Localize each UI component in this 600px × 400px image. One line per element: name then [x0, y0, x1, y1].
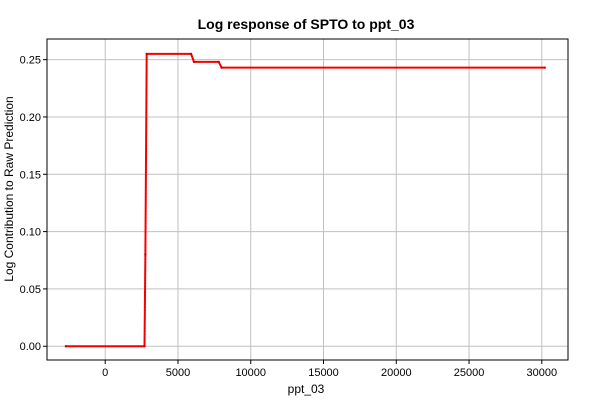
x-tick-label: 25000 — [454, 367, 485, 379]
y-tick-label: 0.10 — [20, 227, 41, 239]
series-layer — [64, 52, 546, 348]
data-point — [217, 60, 220, 64]
y-tick-label: 0.05 — [20, 284, 41, 296]
y-axis-title: Log Contribution to Raw Prediction — [2, 96, 16, 281]
tick-layer: 0 5000 10000 15000 20000 25000 30000 0.00 0.05 0.… — [20, 55, 558, 379]
x-tick-label: 0 — [102, 367, 108, 379]
x-tick-label: 5000 — [166, 367, 190, 379]
data-point — [144, 253, 147, 256]
x-tick-label: 30000 — [527, 367, 558, 379]
data-point — [145, 52, 148, 56]
y-tick-label: 0.15 — [20, 169, 41, 181]
x-tick-label: 15000 — [308, 367, 339, 379]
data-point — [543, 66, 546, 69]
x-tick-label: 20000 — [381, 367, 412, 379]
chart-title: Log response of SPTO to ppt_03 — [198, 16, 415, 32]
x-tick-label: 10000 — [235, 367, 266, 379]
data-point — [64, 345, 68, 348]
data-point — [192, 60, 196, 64]
data-point — [189, 52, 193, 56]
y-tick-label: 0.20 — [20, 112, 41, 124]
x-axis-title: ppt_03 — [288, 382, 325, 396]
y-tick-label: 0.25 — [20, 55, 41, 67]
data-point — [220, 66, 223, 69]
y-tick-label: 0.00 — [20, 341, 41, 353]
plot-frame — [46, 38, 569, 361]
data-point — [143, 345, 146, 348]
